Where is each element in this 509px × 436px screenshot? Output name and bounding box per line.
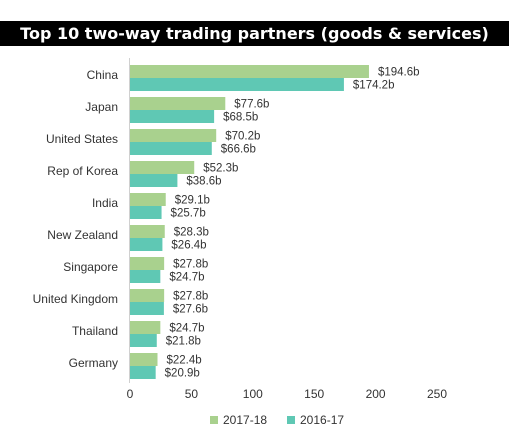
category-label-united-states: United States <box>46 132 118 146</box>
data-label-japan-2016-17: $68.5b <box>223 112 258 124</box>
bar-germany-2016-17 <box>130 366 156 379</box>
data-label-new-zealand-2016-17: $26.4b <box>171 240 206 252</box>
bar-china-2017-18 <box>130 65 369 78</box>
data-label-germany-2017-18: $22.4b <box>167 355 202 367</box>
data-label-japan-2017-18: $77.6b <box>234 99 269 111</box>
data-label-new-zealand-2017-18: $28.3b <box>174 227 209 239</box>
category-label-thailand: Thailand <box>72 324 118 338</box>
bar-thailand-2017-18 <box>130 321 161 334</box>
chart-title: Top 10 two-way trading partners (goods &… <box>20 24 489 43</box>
x-tick-label-200: 200 <box>366 387 386 401</box>
chart-legend: 2017-18 2016-17 <box>0 412 509 428</box>
data-label-singapore-2017-18: $27.8b <box>173 259 208 271</box>
legend-swatch-2017-18 <box>210 416 218 424</box>
data-label-india-2017-18: $29.1b <box>175 195 210 207</box>
bar-germany-2017-18 <box>130 353 158 366</box>
bar-thailand-2016-17 <box>130 334 157 347</box>
bar-india-2017-18 <box>130 193 166 206</box>
x-tick-label-100: 100 <box>243 387 263 401</box>
data-label-united-kingdom-2017-18: $27.8b <box>173 291 208 303</box>
data-label-thailand-2017-18: $24.7b <box>169 323 204 335</box>
category-label-united-kingdom: United Kingdom <box>33 292 118 306</box>
legend-label-2017-18: 2017-18 <box>223 413 268 427</box>
legend-label-2016-17: 2016-17 <box>300 413 345 427</box>
data-label-thailand-2016-17: $21.8b <box>166 336 201 348</box>
data-label-united-kingdom-2016-17: $27.6b <box>173 304 208 316</box>
bar-singapore-2017-18 <box>130 257 165 270</box>
x-tick-label-50: 50 <box>185 387 199 401</box>
legend-item-2017-18: 2017-18 <box>210 412 267 428</box>
category-label-india: India <box>92 196 118 210</box>
bar-united-kingdom-2016-17 <box>130 302 164 315</box>
data-label-india-2016-17: $25.7b <box>171 208 206 220</box>
category-label-singapore: Singapore <box>63 260 118 274</box>
data-label-united-states-2016-17: $66.6b <box>221 144 256 156</box>
category-label-china: China <box>87 68 119 82</box>
data-label-china-2017-18: $194.6b <box>378 67 420 79</box>
data-label-germany-2016-17: $20.9b <box>165 368 200 380</box>
data-label-rep-of-korea-2017-18: $52.3b <box>203 163 238 175</box>
x-tick-label-250: 250 <box>427 387 447 401</box>
bar-japan-2017-18 <box>130 97 226 110</box>
bar-singapore-2016-17 <box>130 270 161 283</box>
category-label-japan: Japan <box>85 100 118 114</box>
category-label-new-zealand: New Zealand <box>47 228 118 242</box>
bar-new-zealand-2016-17 <box>130 238 163 251</box>
data-label-rep-of-korea-2016-17: $38.6b <box>186 176 221 188</box>
category-label-germany: Germany <box>69 356 118 370</box>
x-tick-label-150: 150 <box>304 387 324 401</box>
chart-title-bar: Top 10 two-way trading partners (goods &… <box>0 21 509 46</box>
legend-swatch-2016-17 <box>287 416 295 424</box>
bar-united-kingdom-2017-18 <box>130 289 165 302</box>
bar-united-states-2016-17 <box>130 142 212 155</box>
bar-rep-of-korea-2017-18 <box>130 161 195 174</box>
legend-item-2016-17: 2016-17 <box>287 412 344 428</box>
x-tick-label-0: 0 <box>127 387 134 401</box>
bar-rep-of-korea-2016-17 <box>130 174 178 187</box>
bar-japan-2016-17 <box>130 110 215 123</box>
bar-china-2016-17 <box>130 78 344 91</box>
data-label-singapore-2016-17: $24.7b <box>169 272 204 284</box>
data-label-china-2016-17: $174.2b <box>353 80 395 92</box>
category-label-rep-of-korea: Rep of Korea <box>47 164 118 178</box>
bar-united-states-2017-18 <box>130 129 217 142</box>
bar-india-2016-17 <box>130 206 162 219</box>
data-label-united-states-2017-18: $70.2b <box>225 131 260 143</box>
bar-new-zealand-2017-18 <box>130 225 165 238</box>
